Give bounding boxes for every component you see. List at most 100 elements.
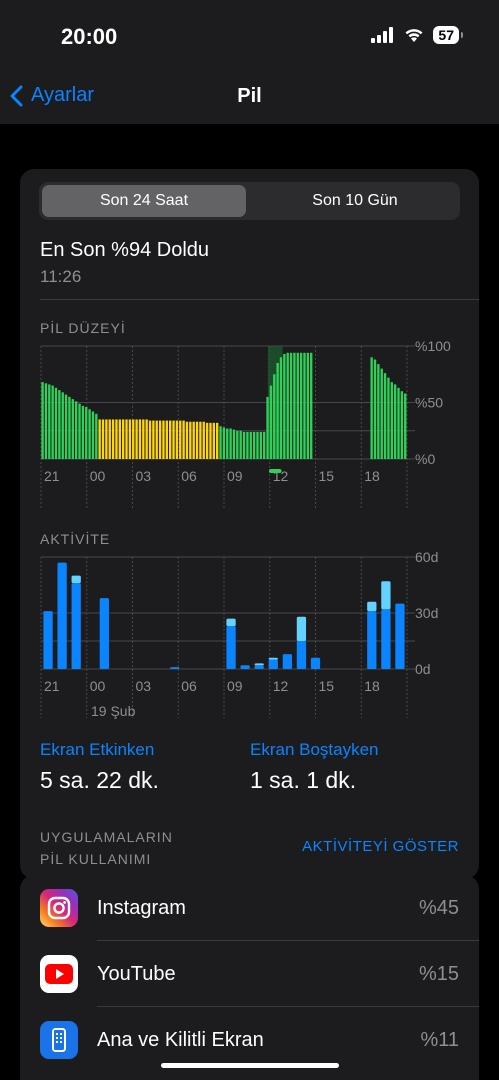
screen-active-value: 5 sa. 22 dk. xyxy=(40,767,159,793)
activity-bar-screen-on xyxy=(99,598,109,669)
battery-bar xyxy=(380,368,383,459)
wifi-icon xyxy=(405,29,423,42)
battery-bar xyxy=(101,419,105,459)
battery-bar xyxy=(175,420,179,459)
battery-bar xyxy=(279,357,283,459)
battery-bar xyxy=(199,421,202,459)
last-charge-time: 11:26 xyxy=(40,267,82,286)
y-tick-label: 0d xyxy=(415,661,431,677)
battery-bar xyxy=(219,426,222,459)
battery-indicator: 57 xyxy=(433,26,463,44)
app-row-instagram[interactable]: Instagram %45 xyxy=(20,875,479,941)
charging-indicator xyxy=(268,469,282,473)
app-percent: %11 xyxy=(420,1029,459,1051)
battery-bar xyxy=(259,431,263,459)
battery-bar xyxy=(88,409,91,459)
battery-bar xyxy=(296,352,299,459)
activity-bar-screen-on xyxy=(310,657,321,669)
chevron-left-icon xyxy=(10,85,23,106)
battery-bar xyxy=(299,352,303,459)
x-tick-label: 15 xyxy=(319,678,335,694)
back-button[interactable]: Ayarlar xyxy=(10,84,94,107)
battery-bar xyxy=(48,384,51,459)
battery-bar xyxy=(165,420,168,459)
battery-bar xyxy=(222,427,226,459)
app-name: Ana ve Kilitli Ekran xyxy=(97,1029,264,1051)
battery-bar xyxy=(179,420,182,459)
activity-bar-screen-off xyxy=(381,581,391,610)
battery-bar xyxy=(68,396,71,459)
activity-bar-screen-on xyxy=(71,583,81,669)
status-icons: 57 xyxy=(371,26,463,44)
battery-bar xyxy=(390,382,393,459)
time-range-segmented-control: Son 24 Saat Son 10 Gün xyxy=(39,182,460,220)
battery-bar xyxy=(121,419,125,459)
battery-bar xyxy=(263,431,266,459)
cellular-signal-icon xyxy=(371,27,394,43)
activity-bar-screen-on xyxy=(395,603,405,669)
instagram-icon xyxy=(40,889,78,927)
battery-bar xyxy=(239,430,242,459)
battery-summary-card: Son 24 Saat Son 10 Gün En Son %94 Doldu … xyxy=(20,169,479,879)
app-row-home-lock-screen[interactable]: Ana ve Kilitli Ekran %11 xyxy=(20,1007,479,1073)
date-label: 19 Şub xyxy=(91,703,136,719)
app-usage-heading-line1: UYGULAMALARIN xyxy=(40,829,173,845)
x-tick-label: 12 xyxy=(273,678,289,694)
battery-bar xyxy=(168,420,172,459)
app-usage-heading: UYGULAMALARIN PİL KULLANIMI xyxy=(40,826,173,870)
battery-bar xyxy=(236,430,239,459)
battery-bar xyxy=(209,422,212,459)
y-tick-label: 30d xyxy=(415,605,438,621)
home-lock-screen-icon xyxy=(40,1021,78,1059)
battery-level-chart: %100%50%021 00 03 06 09 12 15 18 xyxy=(40,339,451,509)
battery-bar xyxy=(373,359,377,459)
battery-bar xyxy=(266,396,269,459)
battery-bar xyxy=(377,364,380,459)
battery-bar xyxy=(85,407,88,459)
activity-bar-screen-on xyxy=(57,562,67,669)
battery-bar xyxy=(192,421,195,459)
app-name: YouTube xyxy=(97,963,176,985)
battery-bar xyxy=(276,362,279,459)
app-usage-list: Instagram %45 YouTube %15 Ana ve Kilitli… xyxy=(20,875,479,1080)
battery-bar xyxy=(162,420,165,459)
battery-bar xyxy=(132,419,135,459)
battery-bar xyxy=(383,373,387,459)
show-activity-button[interactable]: AKTİVİTEYİ GÖSTER xyxy=(302,838,459,855)
battery-bar xyxy=(108,419,111,459)
activity-bar-screen-off xyxy=(254,663,264,666)
activity-bar-screen-on xyxy=(296,641,307,669)
activity-bar-screen-off xyxy=(268,657,278,660)
y-tick-label: %100 xyxy=(415,339,451,354)
x-tick-label: 03 xyxy=(136,678,152,694)
battery-bar xyxy=(269,385,273,459)
x-tick-label: 09 xyxy=(227,678,243,694)
battery-bar xyxy=(111,419,115,459)
battery-bar xyxy=(400,391,404,459)
battery-bar xyxy=(387,377,390,459)
battery-bar xyxy=(135,419,138,459)
divider xyxy=(40,299,479,300)
activity-bar-screen-off xyxy=(296,616,307,641)
status-time: 20:00 xyxy=(61,24,118,49)
segment-last-24-hours[interactable]: Son 24 Saat xyxy=(42,185,246,217)
battery-bar xyxy=(404,393,407,459)
battery-bar xyxy=(118,419,121,459)
battery-bar xyxy=(155,420,158,459)
battery-bar xyxy=(205,422,209,459)
battery-bar xyxy=(152,420,155,459)
row-separator xyxy=(97,940,479,941)
x-tick-label: 18 xyxy=(364,468,380,484)
activity-bar-screen-on xyxy=(240,665,250,669)
battery-bar xyxy=(189,421,192,459)
activity-bar-screen-on xyxy=(367,611,377,669)
activity-chart: 60d 30d 0d 21 00 03 06 09 12 15 18 19 Şub xyxy=(40,550,438,719)
segment-last-10-days[interactable]: Son 10 Gün xyxy=(312,192,398,209)
battery-bar xyxy=(61,392,64,459)
battery-bar xyxy=(51,385,54,459)
nav-bar: Ayarlar Pil xyxy=(0,72,499,124)
app-row-youtube[interactable]: YouTube %15 xyxy=(20,941,479,1007)
battery-bar xyxy=(182,420,185,459)
activity-bar-screen-off xyxy=(71,575,81,584)
battery-bar xyxy=(115,419,118,459)
